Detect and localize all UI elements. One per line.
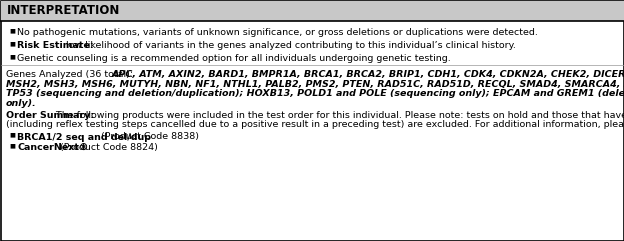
Text: TP53 (sequencing and deletion/duplication); HOXB13, POLD1 and POLE (sequencing o: TP53 (sequencing and deletion/duplicatio…	[6, 89, 624, 98]
Text: low likelihood of variants in the genes analyzed contributing to this individual: low likelihood of variants in the genes …	[63, 41, 516, 50]
Text: (Product Code 8824): (Product Code 8824)	[57, 143, 158, 152]
Text: Risk Estimate:: Risk Estimate:	[17, 41, 94, 50]
Text: ■: ■	[9, 41, 15, 46]
Text: ■: ■	[9, 28, 15, 33]
Text: only).: only).	[6, 99, 37, 107]
Text: The following products were included in the test order for this individual. Plea: The following products were included in …	[53, 111, 624, 120]
Text: No pathogenic mutations, variants of unknown significance, or gross deletions or: No pathogenic mutations, variants of unk…	[17, 28, 538, 37]
Text: ■: ■	[9, 54, 15, 59]
Bar	[1, 0, 623, 20]
Text: (Product Code 8838): (Product Code 8838)	[98, 133, 199, 141]
Text: APC, ATM, AXIN2, BARD1, BMPR1A, BRCA1, BRCA2, BRIP1, CDH1, CDK4, CDKN2A, CHEK2, : APC, ATM, AXIN2, BARD1, BMPR1A, BRCA1, B…	[112, 70, 624, 79]
Text: INTERPRETATION: INTERPRETATION	[7, 5, 120, 18]
Text: CancerNext®: CancerNext®	[17, 143, 89, 152]
Text: ■: ■	[9, 143, 15, 148]
Text: (including reflex testing steps cancelled due to a positive result in a precedin: (including reflex testing steps cancelle…	[6, 120, 624, 129]
Text: Genes Analyzed (36 total):: Genes Analyzed (36 total):	[6, 70, 136, 79]
Text: BRCA1/2 seq and del/dup: BRCA1/2 seq and del/dup	[17, 133, 151, 141]
Text: ■: ■	[9, 133, 15, 138]
Text: MSH2, MSH3, MSH6, MUTYH, NBN, NF1, NTHL1, PALB2, PMS2, PTEN, RAD51C, RAD51D, REC: MSH2, MSH3, MSH6, MUTYH, NBN, NF1, NTHL1…	[6, 80, 624, 88]
Text: Genetic counseling is a recommended option for all individuals undergoing geneti: Genetic counseling is a recommended opti…	[17, 54, 451, 63]
Text: Order Summary:: Order Summary:	[6, 111, 94, 120]
